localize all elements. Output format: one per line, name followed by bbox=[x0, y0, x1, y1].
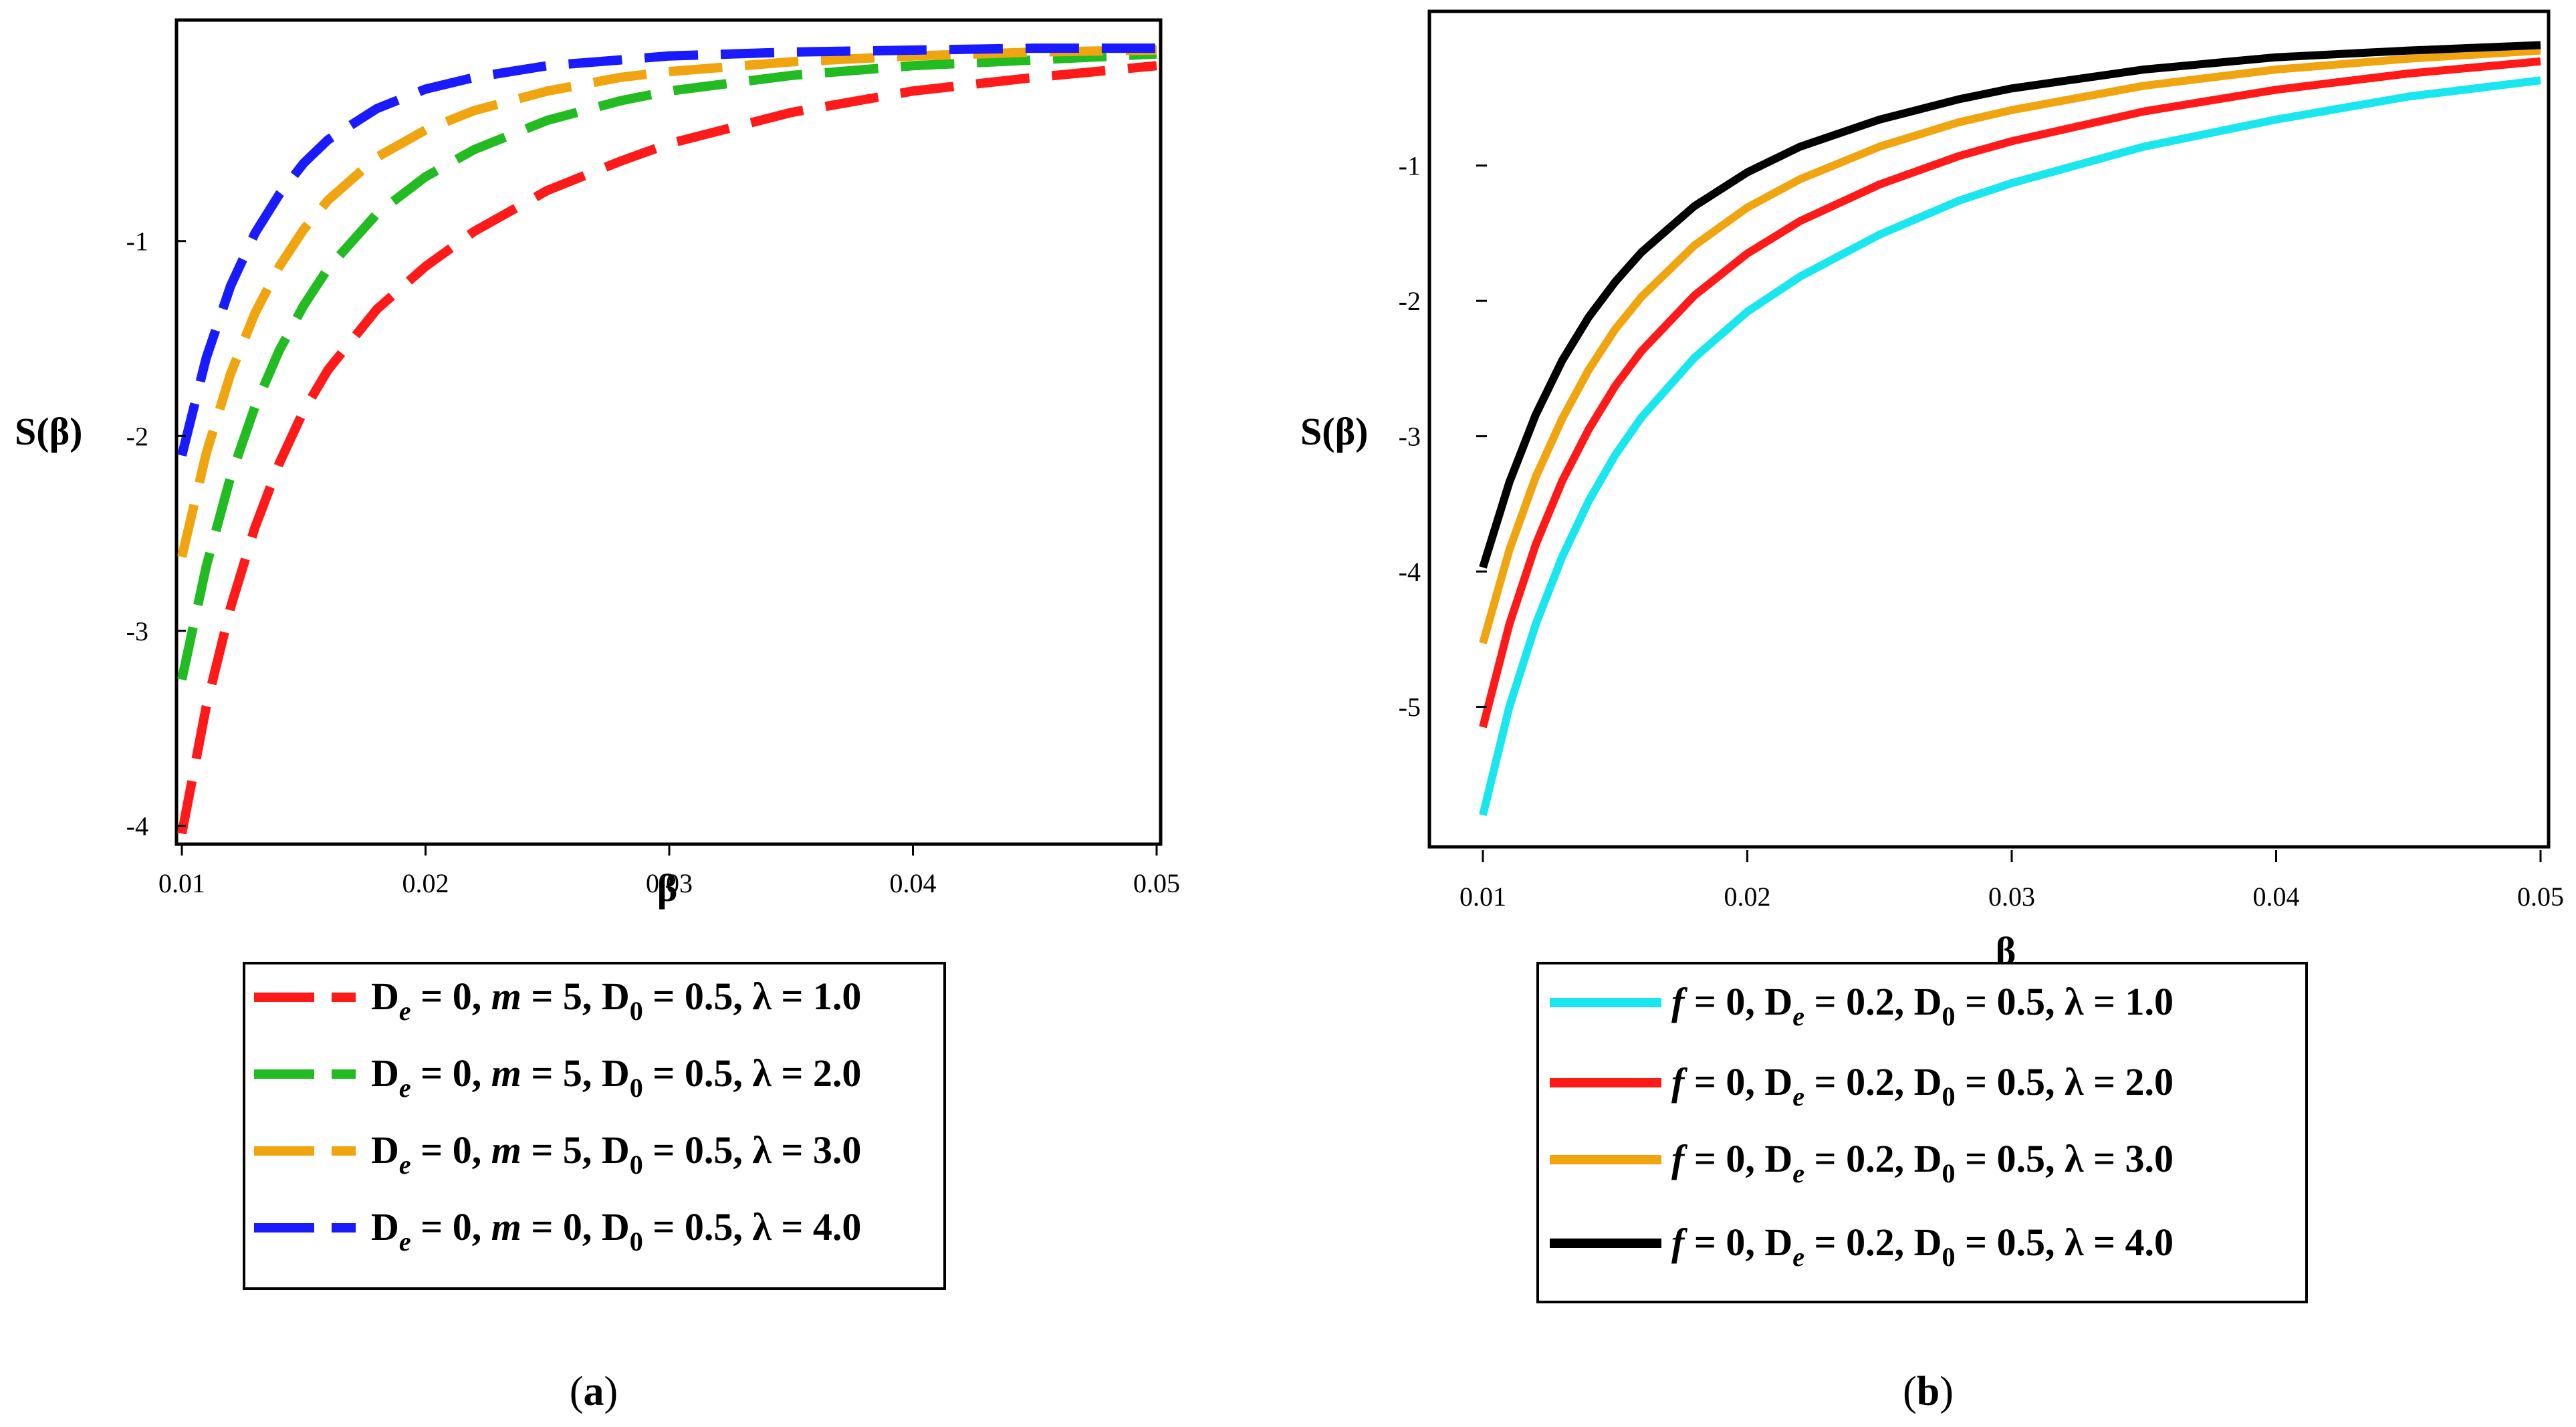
x-tick-label: 0.05 bbox=[2517, 882, 2564, 912]
plot-frame-b bbox=[1427, 9, 2551, 849]
x-tick-label: 0.02 bbox=[402, 868, 449, 898]
legend-label-2: f = 0, De = 0.2, D0 = 0.5, λ = 2.0 bbox=[1671, 1060, 2174, 1112]
x-ticks-b: 0.01 0.02 0.03 0.04 0.05 bbox=[1459, 850, 2564, 912]
legend-a: De = 0, m = 5, D0 = 0.5, λ = 1.0 De = 0, … bbox=[254, 975, 861, 1257]
y-tick-label: -2 bbox=[1399, 286, 1421, 316]
y-tick-label: -1 bbox=[126, 227, 148, 257]
caption-letter-a: a bbox=[584, 1369, 604, 1414]
x-tick-label: 0.04 bbox=[890, 868, 937, 898]
y-tick-label: -3 bbox=[1399, 422, 1421, 452]
legend-label-1: f = 0, De = 0.2, D0 = 0.5, λ = 1.0 bbox=[1671, 980, 2174, 1031]
y-axis-label-b: S(β) bbox=[1300, 410, 1368, 453]
x-tick-label: 0.05 bbox=[1133, 868, 1180, 898]
x-tick-label: 0.01 bbox=[158, 868, 205, 898]
y-ticks-a: -1 -2 -3 -4 bbox=[126, 227, 186, 841]
series-line-2 bbox=[1479, 57, 2541, 729]
legend-label-1: De = 0, m = 5, D0 = 0.5, λ = 1.0 bbox=[371, 975, 861, 1026]
legend-label-3: f = 0, De = 0.2, D0 = 0.5, λ = 3.0 bbox=[1671, 1137, 2174, 1188]
y-tick-label: -1 bbox=[1399, 151, 1421, 181]
y-ticks-b: -1 -2 -3 -4 -5 bbox=[1399, 151, 1487, 723]
y-tick-label: -2 bbox=[126, 421, 148, 451]
y-tick-label: -4 bbox=[1399, 557, 1421, 587]
panel-b: 0.01 0.02 0.03 0.04 0.05 -1-2-3-4-5 β S(β) f… bbox=[1300, 9, 2564, 1414]
series-line-2 bbox=[177, 49, 1157, 681]
legend-label-2: De = 0, m = 5, D0 = 0.5, λ = 2.0 bbox=[371, 1051, 861, 1103]
caption-a: (a) bbox=[570, 1369, 618, 1414]
series-group-a bbox=[177, 43, 1157, 835]
series-line-3 bbox=[1479, 46, 2541, 645]
x-tick-label: 0.03 bbox=[646, 868, 693, 898]
x-axis-label-a: β bbox=[657, 866, 678, 910]
panel-a: 0.01 0.02 0.03 0.04 0.05 -1 -2 -3 -4 β S(β) De … bbox=[15, 18, 1180, 1414]
series-line-4 bbox=[1479, 41, 2541, 569]
series-line-1 bbox=[177, 61, 1157, 835]
series-line-4 bbox=[177, 43, 1157, 457]
plot-frame-a bbox=[174, 18, 1163, 846]
legend-box-a bbox=[243, 962, 946, 1290]
series-group-b bbox=[1479, 41, 2541, 816]
x-tick-label: 0.04 bbox=[2253, 882, 2300, 912]
x-tick-label: 0.02 bbox=[1724, 882, 1771, 912]
legend-box-b bbox=[1536, 962, 2308, 1303]
legend-label-4: De = 0, m = 0, D0 = 0.5, λ = 4.0 bbox=[371, 1205, 861, 1257]
legend-b: f = 0, De = 0.2, D0 = 0.5, λ = 1.0 f = 0,… bbox=[1550, 980, 2174, 1272]
y-tick-label: -5 bbox=[1399, 692, 1421, 723]
x-tick-label: 0.03 bbox=[1988, 882, 2035, 912]
series-line-3 bbox=[177, 45, 1157, 558]
y-tick-label: -3 bbox=[126, 616, 148, 646]
caption-b: (b) bbox=[1903, 1369, 1954, 1414]
x-tick-label: 0.01 bbox=[1459, 882, 1506, 912]
y-tick-label: -4 bbox=[126, 811, 148, 841]
legend-label-4: f = 0, De = 0.2, D0 = 0.5, λ = 4.0 bbox=[1671, 1220, 2174, 1272]
legend-label-3: De = 0, m = 5, D0 = 0.5, λ = 3.0 bbox=[371, 1128, 861, 1180]
y-axis-label-a: S(β) bbox=[15, 410, 82, 453]
caption-letter-b: b bbox=[1917, 1369, 1940, 1414]
x-ticks-a: 0.01 0.02 0.03 0.04 0.05 bbox=[158, 844, 1180, 898]
series-line-1 bbox=[1479, 76, 2541, 816]
